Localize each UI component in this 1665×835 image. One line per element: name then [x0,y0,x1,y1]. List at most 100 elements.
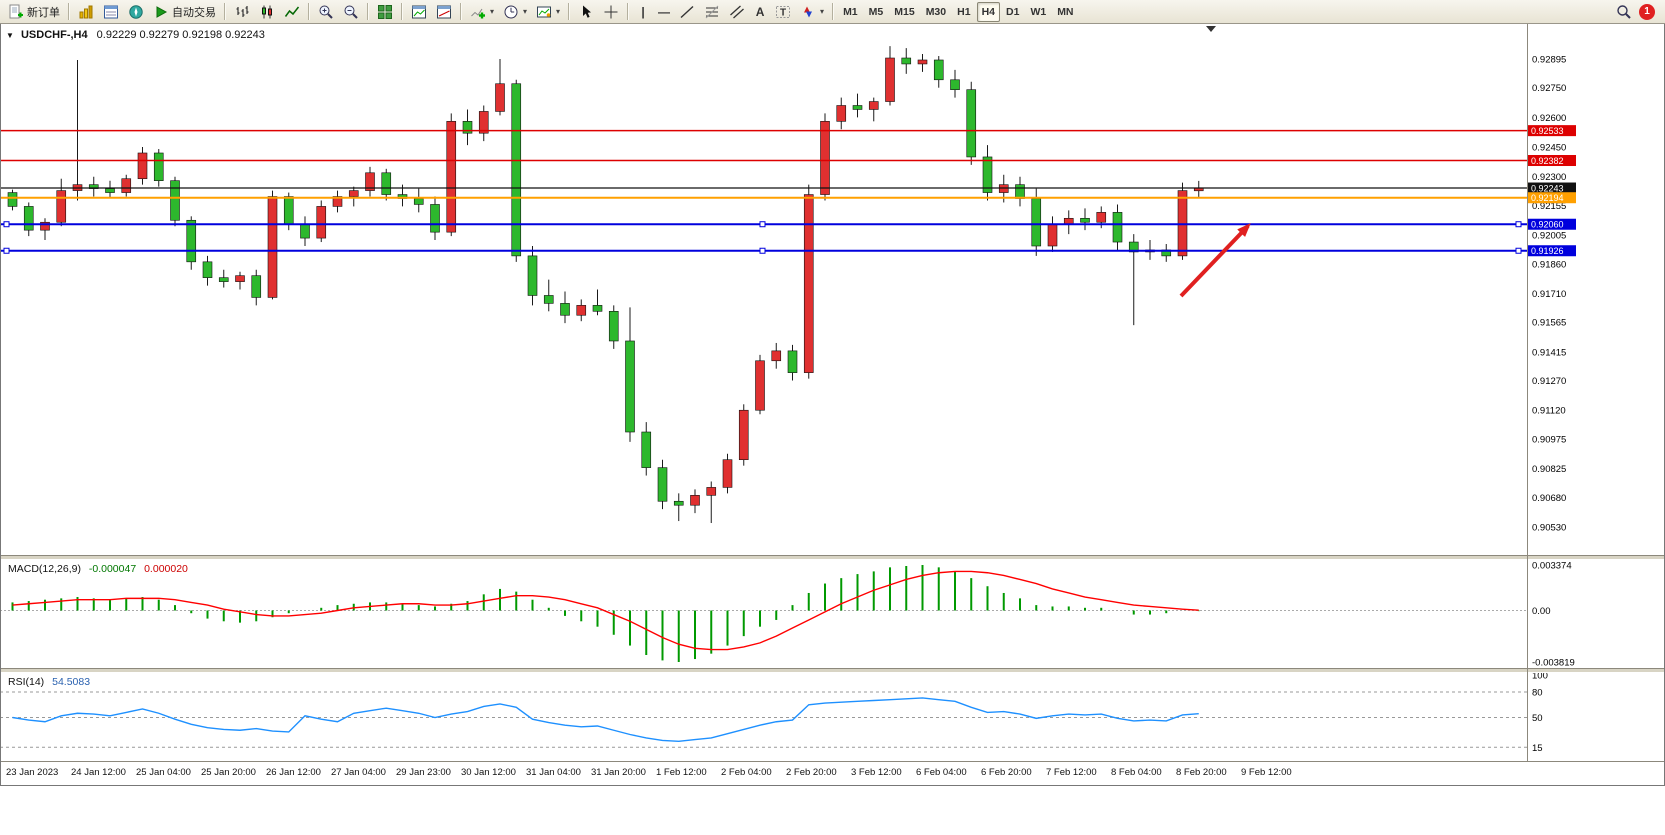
autotrading-button[interactable]: 自动交易 [149,2,220,22]
selection-handle[interactable] [759,247,766,254]
search-button[interactable] [1612,2,1636,22]
shift-marker-icon[interactable] [1206,26,1216,32]
selection-handle[interactable] [759,221,766,228]
text-label-button[interactable]: T [771,2,795,22]
timeframe-d1[interactable]: D1 [1001,2,1024,22]
hline-bid-price-line[interactable]: 0.92243 [0,182,1576,194]
indicator-window-button[interactable] [407,2,431,22]
market-watch-button[interactable] [74,2,98,22]
candlestick-chart-button[interactable] [255,2,279,22]
trendline-button[interactable] [675,2,699,22]
timeframe-m30[interactable]: M30 [921,2,951,22]
crosshair-button[interactable] [599,2,623,22]
candle-body [738,409,749,461]
one-click-trading-arrow-icon[interactable]: ▼ [6,31,14,40]
symbol-period-label: USDCHF-,H4 [20,29,88,41]
rsi-axis-label: 50 [1532,713,1543,724]
dropdown-arrow-icon: ▾ [490,7,495,16]
hline-support-2[interactable]: 0.91926 [0,245,1576,257]
candle-body [673,500,684,506]
arrows-button[interactable]: ▾ [796,2,828,22]
separator [68,3,70,20]
time-axis-label: 25 Jan 04:00 [136,767,191,778]
price-tag-level-orange [1528,192,1576,204]
objects-window-button[interactable] [432,2,456,22]
text-icon: A [755,4,765,19]
price-tag-label: 0.92382 [1531,156,1564,166]
data-window-button[interactable] [99,2,123,22]
rsi-value: 54.5083 [52,676,91,688]
indicator-window-icon [412,5,426,18]
tile-windows-button[interactable] [373,2,397,22]
timeframe-h1[interactable]: H1 [952,2,975,22]
candle-body [706,487,717,496]
price-chart-pane[interactable]: 0.92895 0.92750 0.92600 0.92450 0.92300 0.921… [0,24,1665,555]
time-axis-label: 3 Feb 12:00 [851,767,902,778]
timeframe-m5[interactable]: M5 [864,2,889,22]
add-indicator-icon [471,8,485,18]
selection-handle[interactable] [1515,247,1522,254]
text-button[interactable]: A [750,2,770,22]
candle-body [933,59,944,81]
pane-splitter[interactable] [0,668,1665,673]
rsi-pane[interactable]: 100 80 50 15 [0,673,1665,761]
time-axis-label: 31 Jan 04:00 [526,767,581,778]
candle-body [901,57,912,65]
zoom-out-button[interactable] [339,2,363,22]
templates-button[interactable]: ▾ [532,2,564,22]
selection-handle[interactable] [3,247,10,254]
time-axis-label: 2 Feb 20:00 [786,767,837,778]
candle-body [1080,217,1090,223]
hline-support-1[interactable]: 0.92060 [0,218,1576,230]
macd-pane[interactable]: 0.003374 0.00 -0.003819 [0,560,1665,668]
timeframe-h4[interactable]: H4 [976,1,1000,22]
timeframe-w1[interactable]: W1 [1025,2,1051,22]
price-tag-label: 0.92194 [1531,193,1564,203]
hline-resistance-2[interactable]: 0.92382 [0,155,1576,167]
vertical-line-button[interactable]: | [633,2,653,22]
new-order-button[interactable]: 新订单 [4,2,64,22]
price-axis-label: 0.92300 [1532,172,1566,183]
vertical-line-icon: | [641,4,645,19]
rsi-axis-label: 15 [1532,743,1543,754]
timeframe-mn[interactable]: MN [1052,2,1078,22]
pane-splitter[interactable] [0,555,1665,560]
horizontal-line-button[interactable]: — [654,2,674,22]
hline-level-orange[interactable]: 0.92194 [0,192,1576,204]
candle-body [560,303,570,316]
time-axis-label: 23 Jan 2023 [6,767,59,778]
hline-resistance-1[interactable]: 0.92533 [0,125,1576,137]
price-axis-label: 0.91270 [1532,376,1566,387]
periods-button[interactable]: ▾ [499,2,531,22]
bar-chart-button[interactable] [230,2,254,22]
selection-handle[interactable] [1515,221,1522,228]
selection-handle[interactable] [3,221,10,228]
zoom-in-button[interactable] [314,2,338,22]
candle-body [413,198,424,205]
candle-body [23,206,34,231]
trend-arrow-annotation[interactable] [1179,223,1251,298]
price-tag-support-2 [1528,245,1576,257]
separator [367,3,369,20]
time-axis-label: 8 Feb 20:00 [1176,767,1227,778]
timeframe-m1[interactable]: M1 [838,2,863,22]
price-axis-label: 0.91710 [1532,289,1566,300]
separator [568,3,571,20]
navigator-button[interactable] [124,2,148,22]
notification-badge[interactable]: 1 [1639,3,1655,20]
time-axis-label: 9 Feb 12:00 [1241,767,1292,778]
equidistant-channel-button[interactable] [725,2,749,22]
fibonacci-button[interactable] [700,2,724,22]
candle-body [121,178,132,193]
templates-icon [537,6,552,17]
rsi-axis-label: 80 [1532,688,1543,699]
add-indicator-button[interactable]: ▾ [466,2,498,22]
arrows-icon [804,6,813,17]
time-axis-label: 7 Feb 12:00 [1046,767,1097,778]
price-tag-bid-price-line [1528,182,1576,194]
candle-body [218,277,229,282]
cursor-button[interactable] [574,2,598,22]
candle-body [153,152,164,181]
line-chart-button[interactable] [280,2,304,22]
timeframe-m15[interactable]: M15 [889,2,919,22]
